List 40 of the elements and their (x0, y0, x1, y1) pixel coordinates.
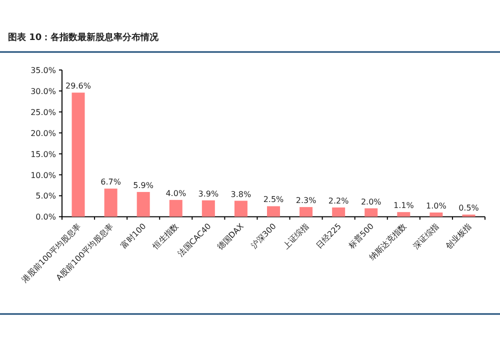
bar (234, 200, 248, 217)
y-tick-label: 15.0% (30, 150, 56, 159)
bar (169, 200, 182, 217)
y-tick-label: 5.0% (36, 192, 56, 201)
data-label: 4.0% (166, 188, 186, 198)
x-tick-label: 深证综指 (412, 222, 441, 251)
data-label: 0.5% (458, 204, 480, 213)
data-label: 3.8% (230, 190, 252, 199)
x-tick-label: 上证综指 (281, 222, 310, 251)
bar (332, 207, 346, 217)
bar (300, 207, 313, 217)
bar (72, 92, 85, 217)
data-label: 1.1% (393, 201, 414, 210)
data-label: 6.7% (100, 178, 122, 187)
x-tick-label: 创业板指 (444, 222, 474, 251)
data-label: 1.0% (426, 202, 447, 211)
data-label: 5.9% (133, 180, 154, 190)
y-tick-label: 25.0% (30, 108, 56, 117)
y-tick-label: 20.0% (30, 128, 56, 138)
y-tick-label: 35.0% (30, 66, 56, 75)
data-label: 2.0% (360, 197, 382, 206)
x-tick-label: 富时100 (119, 222, 148, 250)
x-tick-label: 恒生指数 (150, 222, 180, 252)
y-tick-label: 30.0% (30, 86, 56, 96)
bar (430, 212, 443, 217)
data-label: 29.6% (66, 82, 92, 91)
y-tick-label: 0.0% (36, 212, 56, 222)
bar (364, 208, 378, 217)
data-label: 2.2% (328, 196, 350, 206)
data-label: 3.9% (198, 189, 219, 198)
bar (202, 200, 215, 217)
data-label: 2.5% (263, 195, 284, 204)
x-tick-label: 标普500 (346, 222, 376, 251)
data-label: 2.3% (296, 196, 317, 206)
bar (267, 206, 280, 217)
chart-title: 图表 10：各指数最新股息率分布情况 (8, 32, 160, 43)
bar (136, 192, 150, 217)
bar (104, 188, 118, 217)
bar (397, 212, 410, 217)
y-tick-label: 10.0% (30, 170, 56, 180)
